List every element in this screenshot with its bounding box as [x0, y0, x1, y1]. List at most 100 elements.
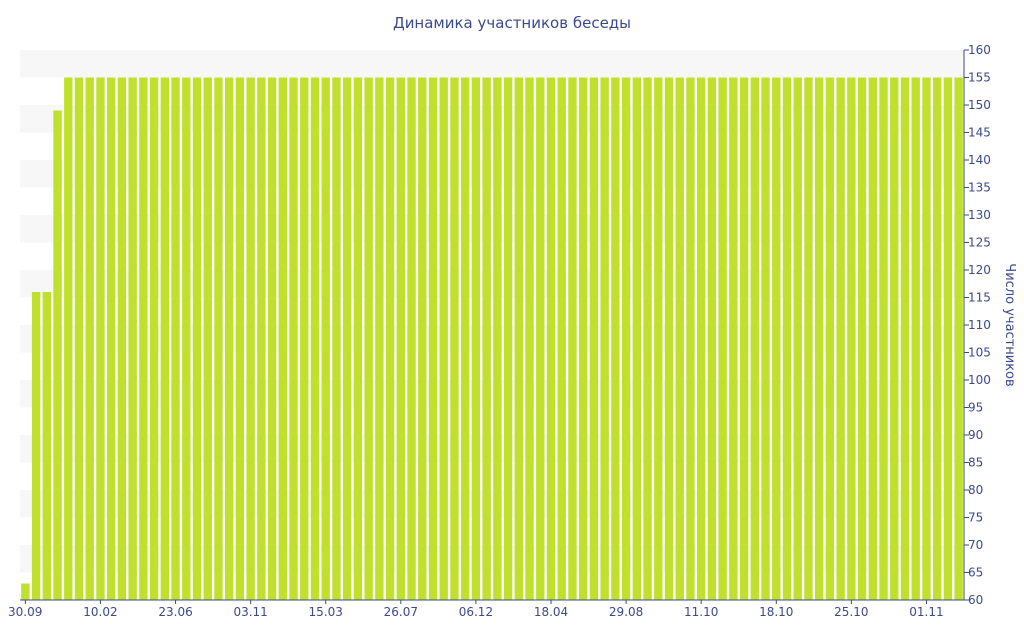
bar: [793, 77, 802, 600]
bar: [825, 77, 835, 600]
bar: [278, 77, 288, 600]
bar: [460, 77, 470, 600]
bar: [85, 77, 94, 600]
bar: [235, 77, 245, 600]
bar: [128, 77, 137, 600]
bar: [739, 77, 749, 600]
bar: [664, 77, 674, 600]
bar: [385, 77, 395, 600]
y-tick-label: 155: [968, 71, 991, 85]
bar: [310, 77, 320, 600]
bar: [375, 77, 384, 600]
x-tick-label: 18.04: [534, 605, 568, 619]
y-tick-label: 65: [968, 566, 983, 580]
bar: [257, 77, 266, 600]
bar: [203, 77, 212, 600]
bar: [514, 77, 524, 600]
y-tick-label: 120: [968, 263, 991, 277]
bar: [761, 77, 770, 600]
bar: [332, 77, 341, 600]
bar: [890, 77, 899, 600]
bar: [439, 77, 448, 600]
y-tick-label: 125: [968, 236, 991, 250]
y-tick-label: 80: [968, 483, 983, 497]
bar: [418, 77, 427, 600]
bar: [289, 77, 298, 600]
bar: [428, 77, 438, 600]
bar: [139, 77, 148, 600]
grid-band: [20, 50, 964, 78]
bar: [106, 77, 116, 600]
y-axis: 60 65 70 75 80 85 90 95 100 105 110 115 120 125 130 135…: [963, 43, 991, 607]
y-tick-label: 150: [968, 98, 991, 112]
chart-title: Динамика участников беседы: [393, 14, 631, 32]
x-tick-label: 15.03: [309, 605, 343, 619]
bar: [879, 77, 888, 600]
bar: [267, 77, 277, 600]
bar: [686, 77, 695, 600]
x-tick-label: 03.11: [233, 605, 267, 619]
bar: [911, 77, 920, 600]
bar: [117, 77, 127, 600]
bars: [21, 77, 963, 600]
bar: [364, 77, 373, 600]
y-tick-label: 160: [968, 43, 991, 57]
y-tick-label: 110: [968, 318, 991, 332]
bar: [536, 77, 545, 600]
bar: [611, 77, 620, 600]
x-tick-label: 01.11: [909, 605, 943, 619]
bar: [868, 77, 878, 600]
bar: [74, 77, 84, 600]
bar: [836, 77, 845, 600]
bar: [814, 77, 824, 600]
bar: [21, 583, 30, 600]
x-axis: 30.09 10.02 23.06 03.11 15.03 26.07 06.12 18.04…: [8, 599, 964, 619]
bar: [675, 77, 684, 600]
x-tick-label: 26.07: [384, 605, 418, 619]
bar: [557, 77, 566, 600]
x-tick-label: 30.09: [8, 605, 42, 619]
y-tick-label: 90: [968, 428, 983, 442]
bar: [654, 77, 663, 600]
bar: [772, 77, 781, 600]
bar: [589, 77, 599, 600]
bar: [804, 77, 813, 600]
bar: [546, 77, 556, 600]
bar: [578, 77, 588, 600]
bar: [750, 77, 760, 600]
bar: [224, 77, 234, 600]
x-tick-label: 29.08: [609, 605, 643, 619]
bar: [64, 77, 73, 600]
y-tick-label: 75: [968, 511, 983, 525]
y-tick-label: 130: [968, 208, 991, 222]
bar: [192, 77, 202, 600]
y-tick-label: 100: [968, 373, 991, 387]
bar: [31, 292, 41, 600]
y-tick-label: 140: [968, 153, 991, 167]
y-tick-label: 60: [968, 593, 983, 607]
bar: [643, 77, 652, 600]
bar: [707, 77, 717, 600]
bar: [600, 77, 609, 600]
x-tick-label: 06.12: [459, 605, 493, 619]
bar: [932, 77, 942, 600]
bar: [696, 77, 706, 600]
x-tick-label: 11.10: [684, 605, 718, 619]
bar: [900, 77, 910, 600]
bar: [922, 77, 931, 600]
bar: [482, 77, 491, 600]
bar: [493, 77, 502, 600]
bar: [954, 77, 963, 600]
bar: [353, 77, 363, 600]
bar: [847, 77, 856, 600]
y-tick-label: 95: [968, 401, 983, 415]
x-tick-label: 18.10: [759, 605, 793, 619]
bar: [300, 77, 309, 600]
bar: [568, 77, 577, 600]
bar: [407, 77, 416, 600]
y-tick-label: 135: [968, 181, 991, 195]
bar: [53, 110, 62, 600]
bar: [729, 77, 738, 600]
bar: [621, 77, 631, 600]
